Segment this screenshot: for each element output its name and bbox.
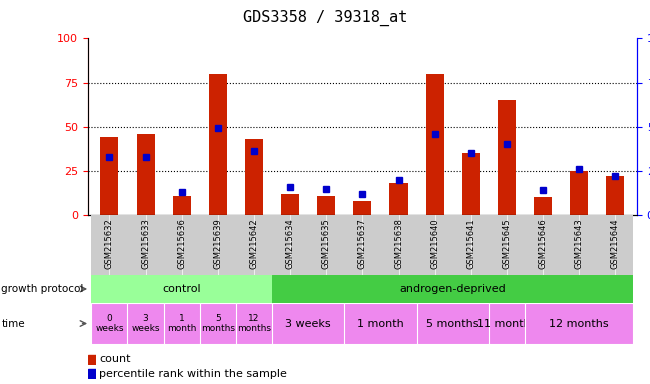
Text: 3 weeks: 3 weeks xyxy=(285,318,331,329)
Text: 1 month: 1 month xyxy=(357,318,404,329)
Bar xyxy=(281,194,299,215)
Text: control: control xyxy=(162,284,201,294)
Text: GSM215639: GSM215639 xyxy=(213,218,222,269)
Bar xyxy=(209,74,227,215)
Text: GDS3358 / 39318_at: GDS3358 / 39318_at xyxy=(243,10,407,26)
Text: GSM215638: GSM215638 xyxy=(394,218,403,269)
Bar xyxy=(534,197,552,215)
Bar xyxy=(570,171,588,215)
Text: androgen-deprived: androgen-deprived xyxy=(399,284,506,294)
Bar xyxy=(498,100,516,215)
Text: GSM215642: GSM215642 xyxy=(250,218,259,269)
Text: 11 months: 11 months xyxy=(477,318,537,329)
Text: 1
month: 1 month xyxy=(167,314,196,333)
Bar xyxy=(462,153,480,215)
Text: GSM215641: GSM215641 xyxy=(466,218,475,269)
Bar xyxy=(426,74,444,215)
Text: GSM215636: GSM215636 xyxy=(177,218,186,269)
Text: GSM215640: GSM215640 xyxy=(430,218,439,269)
Text: GSM215645: GSM215645 xyxy=(502,218,512,269)
Text: time: time xyxy=(1,318,25,329)
Text: GSM215632: GSM215632 xyxy=(105,218,114,269)
Text: count: count xyxy=(99,354,131,364)
Bar xyxy=(317,195,335,215)
Bar xyxy=(136,134,155,215)
Text: growth protocol: growth protocol xyxy=(1,284,84,294)
Text: 0
weeks: 0 weeks xyxy=(95,314,124,333)
Text: GSM215635: GSM215635 xyxy=(322,218,331,269)
Text: GSM215633: GSM215633 xyxy=(141,218,150,269)
Text: 3
weeks: 3 weeks xyxy=(131,314,160,333)
Text: GSM215637: GSM215637 xyxy=(358,218,367,269)
Text: GSM215634: GSM215634 xyxy=(285,218,294,269)
Text: GSM215646: GSM215646 xyxy=(539,218,547,269)
Text: GSM215643: GSM215643 xyxy=(575,218,584,269)
Text: 5
months: 5 months xyxy=(201,314,235,333)
Text: GSM215644: GSM215644 xyxy=(611,218,620,269)
Bar xyxy=(606,176,625,215)
Text: 5 months: 5 months xyxy=(426,318,479,329)
Text: 12
months: 12 months xyxy=(237,314,271,333)
Text: 12 months: 12 months xyxy=(549,318,609,329)
Bar xyxy=(389,183,408,215)
Text: percentile rank within the sample: percentile rank within the sample xyxy=(99,369,287,379)
Bar xyxy=(173,195,190,215)
Bar xyxy=(100,137,118,215)
Bar xyxy=(354,201,371,215)
Bar xyxy=(245,139,263,215)
